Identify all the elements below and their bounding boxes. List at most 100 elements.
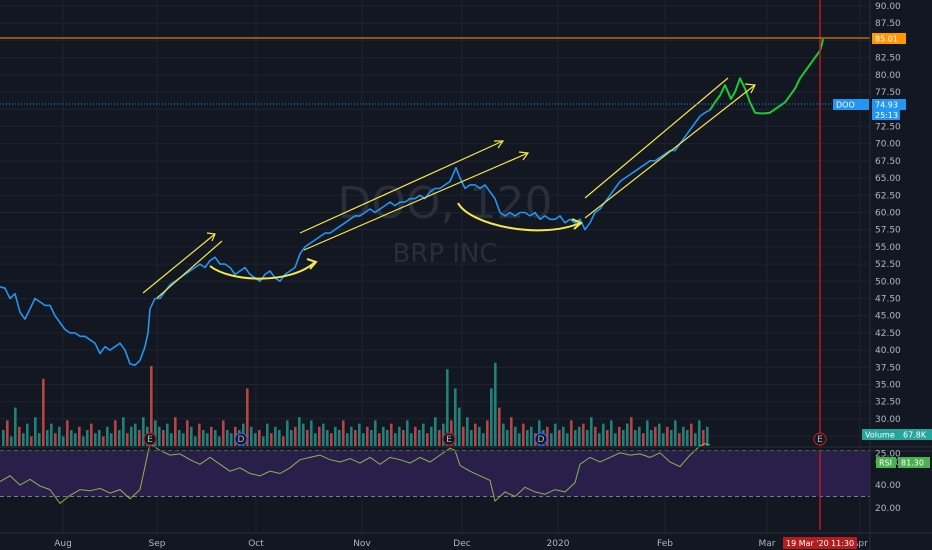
price-tick-label: 37.50 (875, 363, 901, 373)
volume-bar (582, 423, 585, 446)
price-tick-label: 70.00 (875, 140, 901, 150)
projection-line (709, 38, 824, 115)
volume-bar (398, 426, 401, 446)
volume-bar (698, 420, 701, 446)
volume-bar (2, 430, 5, 446)
channel-line-3-lower (584, 84, 756, 219)
volume-bar (42, 378, 45, 446)
volume-bar (686, 430, 689, 446)
volume-bar (566, 433, 569, 446)
volume-bar (14, 407, 17, 446)
volume-bar (294, 426, 297, 446)
channel-line-1-lower (156, 240, 223, 299)
price-tick-label: 87.50 (875, 19, 901, 29)
volume-bar (474, 423, 477, 446)
volume-bar (278, 430, 281, 446)
event-marker-letter: E (147, 435, 153, 445)
volume-bar (610, 420, 613, 446)
price-tick-label: 60.00 (875, 208, 901, 218)
volume-bar (594, 426, 597, 446)
volume-bar (626, 423, 629, 446)
volume-bar (162, 430, 165, 446)
volume-bar (330, 433, 333, 446)
volume-bar (58, 426, 61, 446)
price-tick-label: 47.50 (875, 294, 901, 304)
price-tick-label: 80.00 (875, 71, 901, 81)
volume-bar (126, 433, 129, 446)
volume-bar (518, 433, 521, 446)
time-tick-label: Feb (657, 539, 673, 549)
volume-bar (262, 436, 265, 446)
price-tick-label: 65.00 (875, 174, 901, 184)
volume-bar (390, 423, 393, 446)
volume-bar (258, 430, 261, 446)
volume-bar (550, 433, 553, 446)
price-tick-label: 45.00 (875, 312, 901, 322)
volume-bar (286, 420, 289, 446)
event-date-box (783, 537, 857, 549)
volume-bar (290, 430, 293, 446)
arrow-head-2 (494, 140, 505, 149)
event-marker[interactable]: E (442, 432, 456, 446)
volume-bar (282, 436, 285, 446)
volume-bar (598, 433, 601, 446)
volume-bar (434, 417, 437, 446)
volume-bar (466, 417, 469, 446)
volume-bar (622, 430, 625, 446)
volume-bar (86, 430, 89, 446)
event-marker[interactable]: D (534, 432, 548, 446)
volume-bar (186, 420, 189, 446)
symbol-price-label: DOO 74.93 25:13 (833, 99, 906, 120)
volume-bar (318, 426, 321, 446)
volume-bar (114, 420, 117, 446)
volume-bar (34, 417, 37, 446)
volume-bar (118, 430, 121, 446)
rsi-tick-label: 20.00 (875, 504, 901, 514)
volume-bar (670, 430, 673, 446)
time-axis[interactable]: Aug Sep Oct Nov Dec 2020 Feb Mar Apr (54, 539, 868, 549)
volume-bar (206, 433, 209, 446)
arrow-head-3 (518, 151, 530, 161)
event-marker[interactable]: D (234, 432, 248, 446)
volume-bar (170, 433, 173, 446)
rsi-series-layer (0, 442, 711, 505)
volume-bar (110, 433, 113, 446)
event-time-text: 11:30 (831, 539, 854, 548)
volume-bar (694, 433, 697, 446)
volume-bar (506, 430, 509, 446)
price-tick-label: 62.50 (875, 191, 901, 201)
rsi-label: RSI 81.30 (876, 457, 930, 468)
rsi-label-box (876, 457, 896, 468)
volume-bar (246, 388, 249, 446)
time-tick-label: Aug (54, 539, 72, 549)
volume-bar (462, 426, 465, 446)
time-tick-label: Sep (149, 539, 166, 549)
volume-bar (702, 430, 705, 446)
volume-bar (266, 423, 269, 446)
volume-bar (322, 423, 325, 446)
channel-line-1-upper (142, 233, 216, 294)
volume-bar (590, 417, 593, 446)
time-tick-label: Apr (852, 539, 868, 549)
event-marker[interactable]: E (143, 432, 157, 446)
event-marker[interactable]: E (813, 432, 827, 446)
volume-bar (138, 430, 141, 446)
volume-bar (486, 420, 489, 446)
volume-value-text: 67.8K (903, 431, 927, 440)
volume-bar (414, 426, 417, 446)
volume-bar (82, 436, 85, 446)
volume-bar (182, 433, 185, 446)
volume-bar (418, 430, 421, 446)
volume-bar (326, 430, 329, 446)
volume-bar (18, 426, 21, 446)
countdown-box (872, 110, 900, 120)
volume-bar (302, 423, 305, 446)
volume-value-box (900, 429, 932, 440)
curve-1 (209, 261, 316, 280)
volume-bar (634, 430, 637, 446)
volume-bar (386, 430, 389, 446)
volume-bar (494, 362, 497, 446)
volume-bar (46, 430, 49, 446)
